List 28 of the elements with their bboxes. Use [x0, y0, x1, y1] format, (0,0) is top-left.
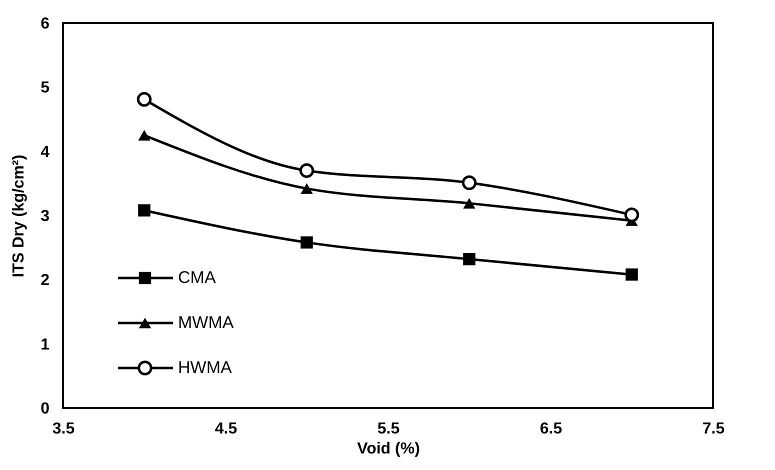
- y-tick-label: 2: [40, 272, 50, 290]
- point: [138, 130, 150, 141]
- y-axis-title: ITS Dry (kg/cm²): [10, 154, 28, 278]
- x-tick-label: 7.5: [702, 420, 725, 438]
- point: [299, 163, 314, 178]
- point: [624, 207, 640, 222]
- point: [136, 92, 152, 107]
- point: [138, 204, 150, 216]
- point: [300, 183, 313, 194]
- x-axis-title: Void (%): [357, 440, 420, 458]
- y-tick-label: 6: [40, 16, 50, 32]
- point: [463, 198, 476, 209]
- y-tick-label: 0: [40, 400, 50, 418]
- legend-label: MWMA: [178, 313, 234, 332]
- y-tick-label: 1: [40, 336, 50, 354]
- legend-label: CMA: [178, 268, 216, 287]
- point: [300, 236, 313, 249]
- x-tick-label: 3.5: [52, 420, 75, 438]
- x-tick-label: 5.5: [377, 420, 400, 438]
- y-tick-label: 5: [40, 80, 50, 97]
- x-tick-label: 4.5: [214, 420, 238, 438]
- legend-label: HWMA: [178, 358, 232, 377]
- y-tick-label: 4: [40, 144, 50, 161]
- x-tick-label: 6.5: [540, 420, 562, 438]
- y-tick-label: 3: [40, 208, 50, 225]
- point: [463, 253, 476, 266]
- point: [626, 268, 638, 281]
- point: [462, 175, 477, 190]
